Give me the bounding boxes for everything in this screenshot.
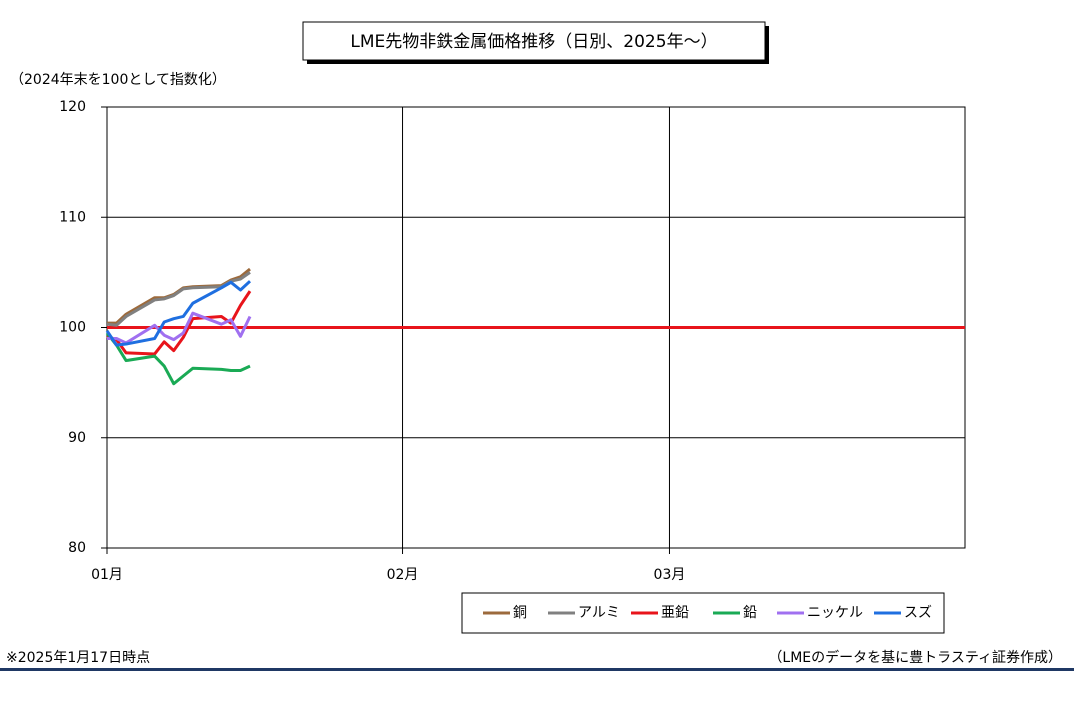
x-tick-label: 03月: [654, 567, 686, 583]
series-line: [107, 311, 252, 345]
chart-title: LME先物非鉄金属価格推移（日別、2025年～）: [350, 32, 717, 52]
x-tick-label: 02月: [387, 567, 419, 583]
note: ※2025年1月17日時点: [6, 650, 150, 666]
y-axis-label: （2024年末を100として指数化）: [10, 72, 226, 88]
y-tick-label: 80: [68, 540, 86, 556]
series-line: [105, 280, 252, 347]
legend-label: 亜鉛: [661, 605, 689, 621]
y-tick-label: 100: [59, 320, 86, 336]
series-line: [106, 271, 251, 327]
x-tick-label: 01月: [91, 567, 123, 583]
legend-label: 銅: [513, 605, 527, 621]
legend-label: アルミ: [578, 605, 620, 621]
title-box: [302, 21, 766, 61]
footer-rule: [0, 668, 1074, 671]
source: （LMEのデータを基に豊トラスティ証券作成）: [768, 649, 1062, 666]
series-line: [105, 332, 251, 386]
legend-label: 鉛: [743, 605, 757, 621]
y-tick-label: 90: [68, 430, 86, 446]
legend-box: [461, 592, 945, 634]
legend-label: スズ: [904, 605, 932, 621]
legend-label: ニッケル: [807, 605, 863, 621]
y-tick-label: 110: [59, 209, 86, 225]
y-tick-label: 120: [59, 99, 86, 115]
